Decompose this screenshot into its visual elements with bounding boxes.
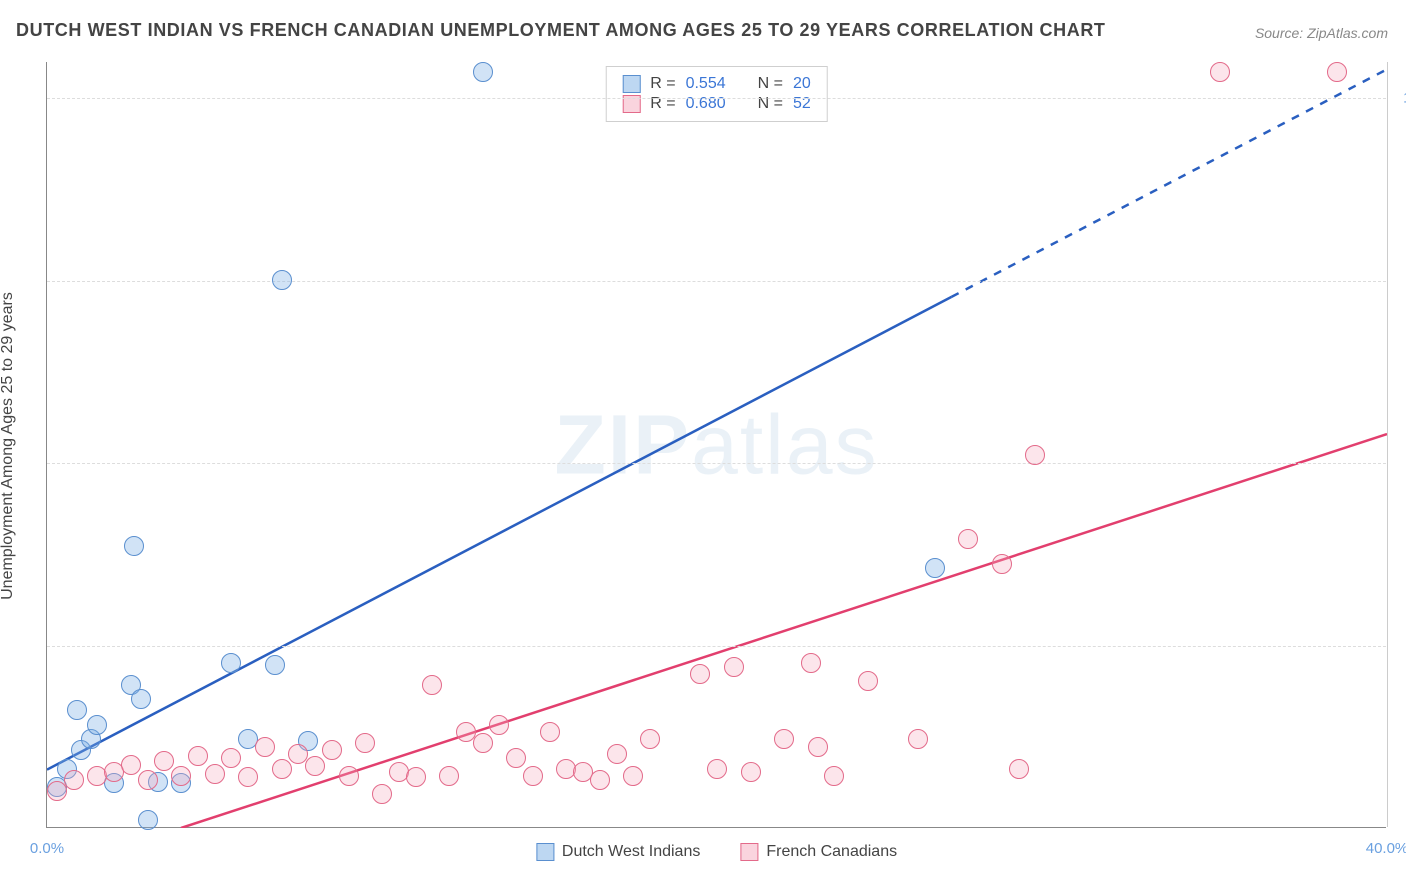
gridline-v bbox=[1387, 62, 1388, 827]
data-point bbox=[858, 671, 878, 691]
y-tick-label: 100.0% bbox=[1394, 90, 1406, 107]
chart-title: DUTCH WEST INDIAN VS FRENCH CANADIAN UNE… bbox=[16, 20, 1106, 41]
data-point bbox=[355, 733, 375, 753]
data-point bbox=[523, 766, 543, 786]
legend-swatch-icon bbox=[740, 843, 758, 861]
data-point bbox=[724, 657, 744, 677]
data-point bbox=[439, 766, 459, 786]
data-point bbox=[540, 722, 560, 742]
data-point bbox=[138, 770, 158, 790]
data-point bbox=[255, 737, 275, 757]
y-tick-label: 75.0% bbox=[1394, 272, 1406, 289]
data-point bbox=[238, 767, 258, 787]
data-point bbox=[925, 558, 945, 578]
data-point bbox=[154, 751, 174, 771]
source-label: Source: ZipAtlas.com bbox=[1255, 25, 1388, 41]
legend-series: Dutch West Indians French Canadians bbox=[536, 843, 897, 861]
data-point bbox=[1025, 445, 1045, 465]
data-point bbox=[87, 715, 107, 735]
data-point bbox=[590, 770, 610, 790]
data-point bbox=[1327, 62, 1347, 82]
data-point bbox=[305, 756, 325, 776]
chart-container: DUTCH WEST INDIAN VS FRENCH CANADIAN UNE… bbox=[0, 0, 1406, 892]
gridline-h bbox=[47, 281, 1386, 282]
data-point bbox=[808, 737, 828, 757]
legend-label: French Canadians bbox=[766, 843, 897, 861]
data-point bbox=[339, 766, 359, 786]
data-point bbox=[774, 729, 794, 749]
legend-swatch-icon bbox=[622, 75, 640, 93]
data-point bbox=[121, 755, 141, 775]
data-point bbox=[372, 784, 392, 804]
data-point bbox=[1210, 62, 1230, 82]
data-point bbox=[138, 810, 158, 830]
data-point bbox=[64, 770, 84, 790]
data-point bbox=[690, 664, 710, 684]
data-point bbox=[473, 62, 493, 82]
data-point bbox=[506, 748, 526, 768]
data-point bbox=[265, 655, 285, 675]
data-point bbox=[406, 767, 426, 787]
data-point bbox=[124, 536, 144, 556]
data-point bbox=[640, 729, 660, 749]
gridline-h bbox=[47, 98, 1386, 99]
data-point bbox=[489, 715, 509, 735]
x-tick-label: 0.0% bbox=[30, 840, 64, 857]
gridline-h bbox=[47, 463, 1386, 464]
data-point bbox=[908, 729, 928, 749]
y-axis-label: Unemployment Among Ages 25 to 29 years bbox=[0, 292, 17, 600]
watermark-text: ZIPatlas bbox=[554, 396, 878, 493]
data-point bbox=[221, 748, 241, 768]
gridline-h bbox=[47, 646, 1386, 647]
data-point bbox=[272, 270, 292, 290]
data-point bbox=[272, 759, 292, 779]
data-point bbox=[322, 740, 342, 760]
legend-item: Dutch West Indians bbox=[536, 843, 700, 861]
data-point bbox=[992, 554, 1012, 574]
legend-label: Dutch West Indians bbox=[562, 843, 700, 861]
data-point bbox=[171, 766, 191, 786]
data-point bbox=[188, 746, 208, 766]
trend-lines-svg bbox=[47, 62, 1387, 828]
x-tick-label: 40.0% bbox=[1366, 840, 1406, 857]
legend-item: French Canadians bbox=[740, 843, 897, 861]
y-tick-label: 25.0% bbox=[1394, 637, 1406, 654]
legend-correlation: R =0.554N =20R =0.680N =52 bbox=[605, 66, 828, 122]
data-point bbox=[1009, 759, 1029, 779]
data-point bbox=[205, 764, 225, 784]
data-point bbox=[131, 689, 151, 709]
data-point bbox=[607, 744, 627, 764]
data-point bbox=[824, 766, 844, 786]
data-point bbox=[741, 762, 761, 782]
legend-swatch-icon bbox=[536, 843, 554, 861]
data-point bbox=[958, 529, 978, 549]
data-point bbox=[623, 766, 643, 786]
y-tick-label: 50.0% bbox=[1394, 455, 1406, 472]
data-point bbox=[221, 653, 241, 673]
data-point bbox=[707, 759, 727, 779]
data-point bbox=[473, 733, 493, 753]
legend-row: R =0.554N =20 bbox=[622, 75, 811, 93]
data-point bbox=[422, 675, 442, 695]
data-point bbox=[67, 700, 87, 720]
plot-area: ZIPatlas R =0.554N =20R =0.680N =52 Dutc… bbox=[46, 62, 1386, 828]
data-point bbox=[801, 653, 821, 673]
